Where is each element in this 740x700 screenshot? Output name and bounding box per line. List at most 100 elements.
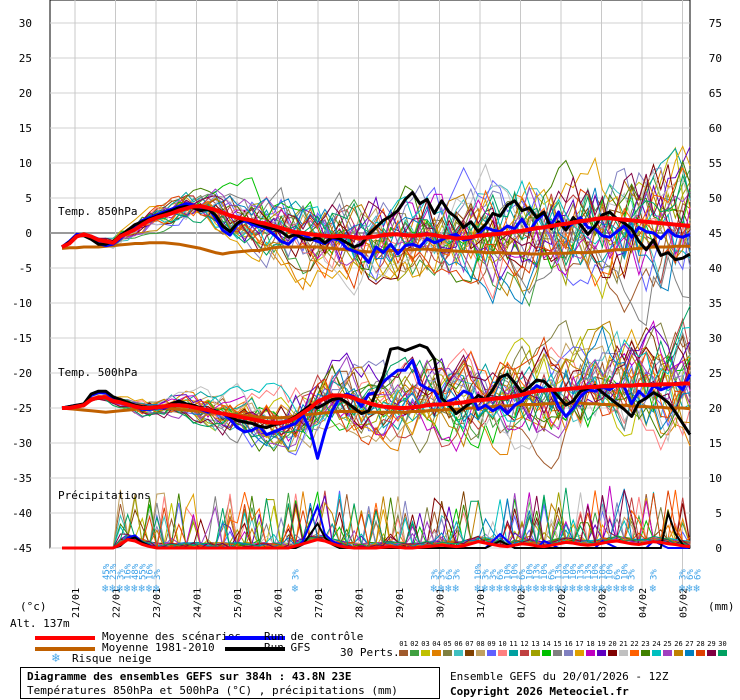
snow-risk-label: 6%	[686, 569, 696, 580]
pert-legend-item: 18	[585, 640, 596, 660]
x-tick-label: 26/01	[274, 588, 285, 618]
snow-risk-label: 10%	[569, 563, 579, 580]
right-tick-label: 45	[709, 227, 722, 240]
pert-legend-item: 19	[596, 640, 607, 660]
snowflake-icon: ❄	[569, 582, 576, 595]
legend-snow: Risque neige	[72, 652, 152, 665]
panel-label-precip: Précipitations	[58, 489, 151, 502]
snow-risk-label: 3%	[649, 569, 659, 580]
x-tick-label: 03/02	[598, 588, 609, 618]
left-tick-label: 20	[19, 87, 32, 100]
right-tick-label: 5	[715, 507, 722, 520]
pert-legend-swatch	[410, 650, 419, 656]
snow-risk-label: 10%	[562, 563, 572, 580]
snow-risk-label: 3%	[153, 569, 163, 580]
snow-risk-label: 3%	[482, 569, 492, 580]
pert-legend-item: 12	[519, 640, 530, 660]
run-info: Ensemble GEFS du 20/01/2026 - 12Z	[450, 670, 669, 683]
pert-legend-swatch	[641, 650, 650, 656]
pert-legend-swatch	[487, 650, 496, 656]
snowflake-icon: ❄	[482, 582, 489, 595]
snow-risk-label: 10%	[511, 563, 521, 580]
snow-risk-label: 3%	[489, 569, 499, 580]
pert-legend-swatch	[542, 650, 551, 656]
snow-risk-label: 6%	[445, 569, 455, 580]
snowflake-icon: ❄	[525, 582, 532, 595]
snow-risk-label: 23%	[109, 563, 119, 580]
x-tick-label: 29/01	[395, 588, 406, 618]
pert-legend-number: 22	[630, 640, 639, 648]
snowflake-icon: ❄	[547, 582, 554, 595]
pert-legend-item: 26	[673, 640, 684, 660]
pert-legend-number: 26	[674, 640, 683, 648]
pert-line-precip	[62, 487, 691, 549]
pert-legend-number: 30	[718, 640, 727, 648]
pert-legend-item: 05	[442, 640, 453, 660]
snowflake-icon: ❄	[620, 582, 627, 595]
pert-legend-swatch	[509, 650, 518, 656]
left-tick-label: 25	[19, 52, 32, 65]
snowflake-icon: ❄	[445, 582, 452, 595]
pert-legend-number: 01	[399, 640, 408, 648]
pert-legend-item: 20	[607, 640, 618, 660]
pert-legend-swatch	[696, 650, 705, 656]
left-tick-label: 0	[25, 227, 32, 240]
pert-legend-swatch	[520, 650, 529, 656]
pert-legend-swatch	[399, 650, 408, 656]
pert-legend-number: 23	[641, 640, 650, 648]
pert-legend-item: 17	[574, 640, 585, 660]
snowflake-icon: ❄	[606, 582, 613, 595]
right-tick-label: 10	[709, 472, 722, 485]
pert-legend-swatch	[432, 650, 441, 656]
pert-legend-number: 08	[476, 640, 485, 648]
copyright: Copyright 2026 Meteociel.fr	[450, 685, 629, 698]
snowflake-icon: ❄	[613, 582, 620, 595]
snowflake-icon: ❄	[452, 582, 459, 595]
snow-risk-label: 3%	[438, 569, 448, 580]
left-tick-label: -40	[12, 507, 32, 520]
snow-risk-label: 3%	[116, 569, 126, 580]
left-tick-label: -30	[12, 437, 32, 450]
left-tick-label: -25	[12, 402, 32, 415]
snowflake-icon: ❄	[686, 582, 693, 595]
snowflake-icon: ❄	[474, 582, 481, 595]
left-tick-label: -10	[12, 297, 32, 310]
pert-legend-number: 05	[443, 640, 452, 648]
pert-legend-number: 15	[553, 640, 562, 648]
snowflake-icon: ❄	[131, 582, 138, 595]
left-tick-label: 10	[19, 157, 32, 170]
pert-legend-swatch	[564, 650, 573, 656]
pert-legend-swatch	[531, 650, 540, 656]
pert-legend-item: 15	[552, 640, 563, 660]
right-tick-label: 35	[709, 297, 722, 310]
pert-legend-swatch	[707, 650, 716, 656]
pert-legend-number: 14	[542, 640, 551, 648]
x-tick-label: 24/01	[193, 588, 204, 618]
x-tick-label: 21/01	[71, 588, 82, 618]
snow-risk-label: 6%	[613, 569, 623, 580]
pert-legend-number: 24	[652, 640, 661, 648]
right-tick-label: 20	[709, 402, 722, 415]
pert-legend-number: 09	[487, 640, 496, 648]
snowflake-icon: ❄	[146, 582, 153, 595]
snowflake-icon: ❄	[430, 582, 437, 595]
x-tick-label: 22/01	[112, 588, 123, 618]
legend-swatch-clim	[35, 647, 95, 651]
snow-risk-label: 10%	[620, 563, 630, 580]
right-tick-label: 40	[709, 262, 722, 275]
x-tick-label: 05/02	[679, 588, 690, 618]
pert-legend-item: 11	[508, 640, 519, 660]
x-tick-label: 04/02	[638, 588, 649, 618]
snowflake-icon: ❄	[576, 582, 583, 595]
pert-legend-item: 21	[618, 640, 629, 660]
snowflake-icon: ❄	[562, 582, 569, 595]
snow-risk-label: 6%	[547, 569, 557, 580]
pert-legend-number: 10	[498, 640, 507, 648]
pert-legend-number: 11	[509, 640, 518, 648]
pert-legend-number: 03	[421, 640, 430, 648]
x-tick-label: 30/01	[436, 588, 447, 618]
pert-legend-number: 07	[465, 640, 474, 648]
snowflake-icon: ❄	[489, 582, 496, 595]
pert-legend-item: 02	[409, 640, 420, 660]
pert-legend-number: 29	[707, 640, 716, 648]
